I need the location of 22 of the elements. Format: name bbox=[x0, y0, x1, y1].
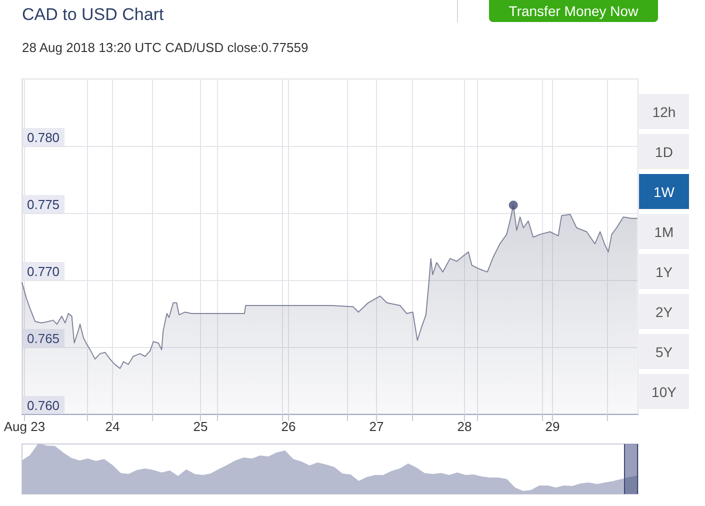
y-tick-label: 0.765 bbox=[27, 331, 60, 346]
range-button[interactable]: 1M bbox=[639, 214, 689, 249]
y-tick-label: 0.775 bbox=[27, 197, 60, 212]
range-button[interactable]: 1W bbox=[639, 174, 689, 209]
range-button[interactable]: 12h bbox=[639, 94, 689, 129]
x-tick-label: 26 bbox=[281, 419, 296, 434]
chart-subtitle: 28 Aug 2018 13:20 UTC CAD/USD close:0.77559 bbox=[22, 40, 308, 56]
y-tick-label: 0.780 bbox=[27, 130, 60, 145]
x-tick-label: 25 bbox=[193, 419, 208, 434]
y-tick-label: 0.770 bbox=[27, 264, 60, 279]
x-tick-label: Aug 23 bbox=[4, 419, 46, 434]
x-tick-label: 27 bbox=[369, 419, 384, 434]
range-button[interactable]: 1D bbox=[639, 134, 689, 169]
x-tick-label: 28 bbox=[457, 419, 472, 434]
range-button[interactable]: 1Y bbox=[639, 254, 689, 289]
x-tick-label: 24 bbox=[105, 419, 120, 434]
range-button[interactable]: 10Y bbox=[639, 374, 689, 409]
y-tick-label: 0.760 bbox=[27, 398, 60, 413]
range-button[interactable]: 5Y bbox=[639, 334, 689, 369]
range-button[interactable]: 2Y bbox=[639, 294, 689, 329]
x-tick-label: 29 bbox=[545, 419, 560, 434]
chart-title: CAD to USD Chart bbox=[22, 5, 164, 26]
